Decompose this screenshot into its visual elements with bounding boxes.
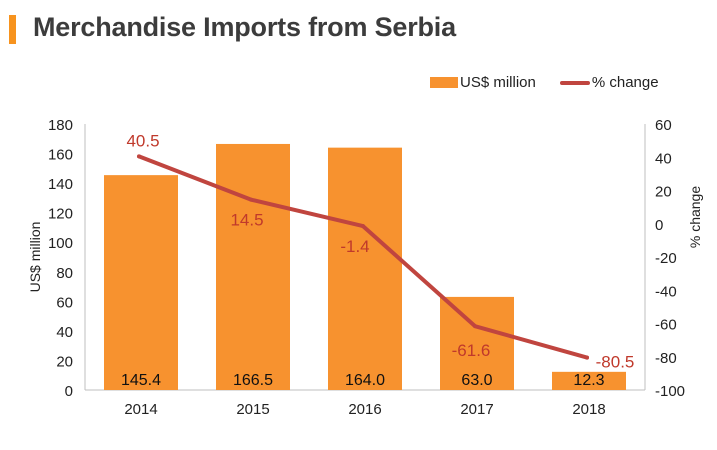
line-series <box>137 154 589 360</box>
line-point <box>137 154 141 159</box>
legend-bar-label: US$ million <box>460 74 536 91</box>
legend-line-swatch <box>559 80 590 85</box>
line-point <box>585 355 589 360</box>
bar-value-label: 164.0 <box>345 372 385 389</box>
bar-value-label: 63.0 <box>461 372 492 389</box>
chart-title: Merchandise Imports from Serbia <box>33 12 456 42</box>
y-tick-label-left: 0 <box>65 383 73 400</box>
x-tick-label: 2014 <box>124 401 157 418</box>
legend-bar-swatch <box>430 77 458 88</box>
y-tick-label-left: 120 <box>48 206 73 223</box>
line-value-label: 14.5 <box>230 211 263 230</box>
line-value-label: -61.6 <box>452 341 491 360</box>
y-tick-label-right: -60 <box>655 317 677 334</box>
axes: 0 20 40 60 80 100 120 140 160 180 -100 -80 -60 -40 -20… <box>27 117 703 418</box>
y-tick-label-right: -100 <box>655 383 685 400</box>
x-tick-label: 2017 <box>460 401 493 418</box>
line-value-label: 40.5 <box>126 131 159 150</box>
y-tick-label-right: 60 <box>655 117 672 134</box>
y-tick-label-right: 40 <box>655 150 672 167</box>
bar-value-label: 145.4 <box>121 372 161 389</box>
x-tick-label: 2018 <box>572 401 605 418</box>
bar-series <box>104 143 626 390</box>
bar <box>552 371 626 390</box>
legend-line-label: % change <box>591 74 659 91</box>
bar-value-label: 12.3 <box>573 372 604 389</box>
line-point <box>249 197 253 202</box>
legend: US$ million % change <box>430 74 659 91</box>
data-labels: 145.4 166.5 164.0 63.0 12.3 40.5 14.5 -1.4 -61.6… <box>121 131 634 389</box>
y-axis-title-left: US$ million <box>27 222 43 293</box>
line-value-label: -1.4 <box>340 237 369 256</box>
line-value-label: -80.5 <box>596 353 635 372</box>
y-tick-label-right: -40 <box>655 283 677 300</box>
y-tick-label-left: 180 <box>48 117 73 134</box>
y-tick-label-right: -20 <box>655 250 677 267</box>
bar <box>216 143 290 390</box>
y-tick-label-left: 80 <box>56 265 73 282</box>
bar <box>328 147 402 390</box>
x-tick-label: 2016 <box>348 401 381 418</box>
y-axis-title-right: % change <box>687 186 703 248</box>
y-tick-label-right: -80 <box>655 350 677 367</box>
y-tick-label-right: 20 <box>655 184 672 201</box>
y-tick-label-left: 140 <box>48 176 73 193</box>
y-tick-label-right: 0 <box>655 217 663 234</box>
bar-value-label: 166.5 <box>233 372 273 389</box>
y-tick-label-left: 60 <box>56 294 73 311</box>
y-tick-label-left: 40 <box>56 324 73 341</box>
title-accent-bar <box>9 15 16 44</box>
line-point <box>361 224 365 229</box>
y-tick-label-left: 160 <box>48 147 73 164</box>
line-point <box>473 324 477 329</box>
bar <box>440 296 514 390</box>
y-tick-label-left: 100 <box>48 235 73 252</box>
y-tick-label-left: 20 <box>56 353 73 370</box>
bar <box>104 175 178 390</box>
x-tick-label: 2015 <box>236 401 269 418</box>
